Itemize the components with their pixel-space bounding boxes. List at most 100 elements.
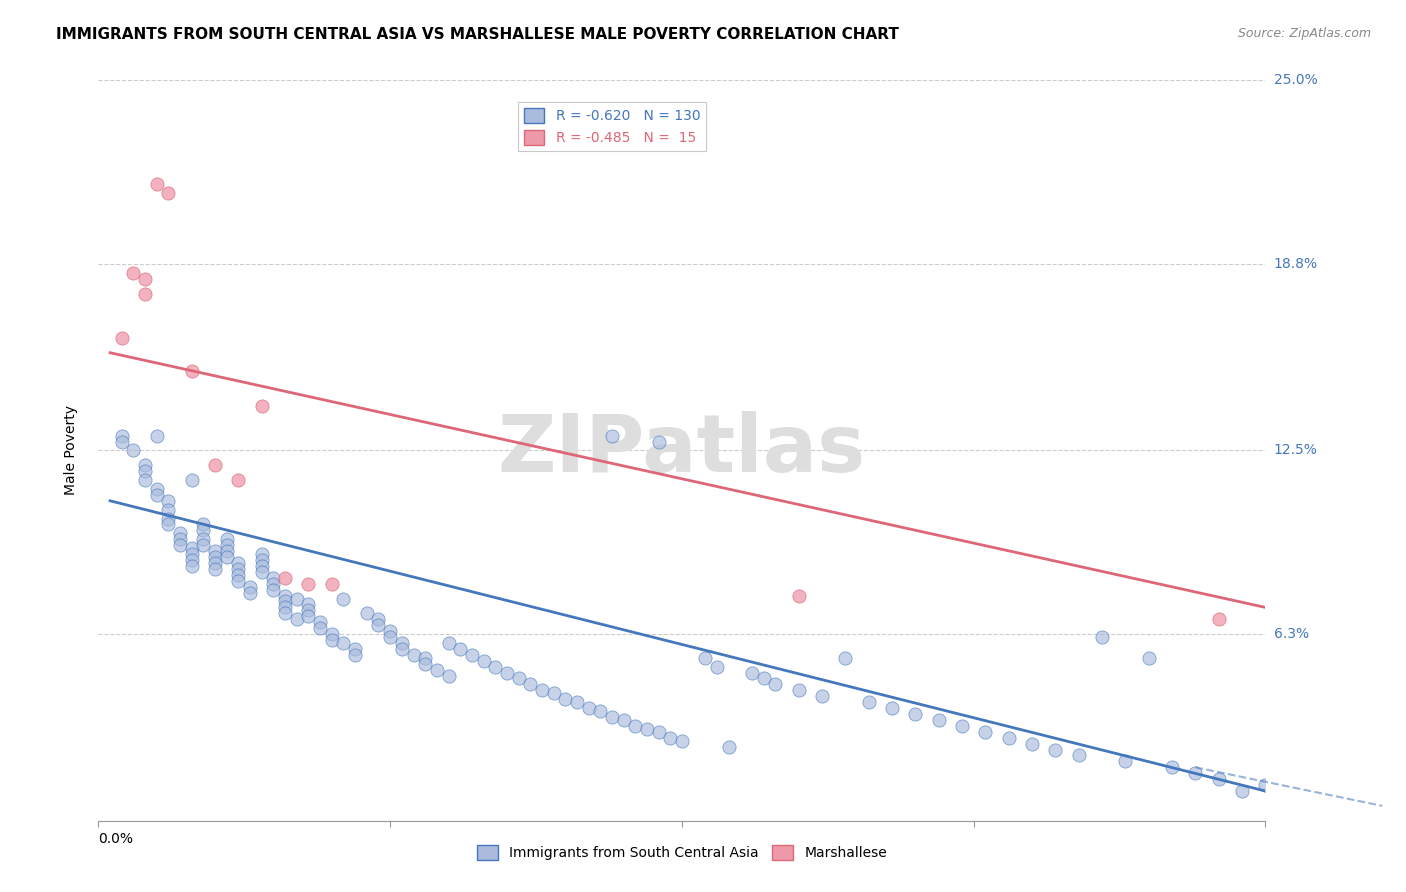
Point [285,591,308,606]
Point [437,636,460,650]
Point [204,550,226,565]
Point [332,636,354,650]
Point [169,533,191,547]
Point [1184,766,1206,780]
Point [380,624,402,639]
Point [180,558,202,573]
Point [146,428,169,442]
Point [215,550,238,565]
Point [157,517,180,532]
Point [997,731,1019,745]
Point [543,686,565,700]
Point [134,271,156,285]
Point [496,665,519,680]
Point [356,607,378,621]
Point [262,576,284,591]
Point [332,591,354,606]
Point [1208,772,1230,787]
Point [297,576,319,591]
Point [262,582,284,597]
Point [180,363,202,377]
Point [122,443,145,458]
Point [565,695,588,709]
Point [134,464,156,478]
Point [1254,778,1277,792]
Text: IMMIGRANTS FROM SOUTH CENTRAL ASIA VS MARSHALLESE MALE POVERTY CORRELATION CHART: IMMIGRANTS FROM SOUTH CENTRAL ASIA VS MA… [56,27,898,42]
Point [554,692,576,706]
Point [239,580,262,594]
Point [180,547,202,561]
Point [204,556,226,570]
Point [228,567,250,582]
Point [193,517,215,532]
Point [659,731,682,745]
Point [1208,612,1230,626]
Point [1045,742,1067,756]
Point [752,672,775,686]
Point [380,630,402,644]
Point [250,547,273,561]
Point [600,428,623,442]
Point [309,621,332,635]
Point [741,665,763,680]
Point [134,286,156,301]
Point [262,571,284,585]
Point [706,659,728,673]
Point [146,488,169,502]
Text: ZIPatlas: ZIPatlas [498,411,866,490]
Point [169,538,191,552]
Point [858,695,880,709]
Point [1114,755,1136,769]
Point [904,706,927,721]
Point [344,641,367,656]
Point [157,511,180,525]
Point [1091,630,1114,644]
Point [834,650,856,665]
Point [111,428,134,442]
Point [204,544,226,558]
Point [285,612,308,626]
Point [193,533,215,547]
Point [274,571,297,585]
Point [1230,784,1253,798]
Point [297,603,319,617]
Point [180,541,202,556]
Text: 6.3%: 6.3% [1274,627,1309,641]
Point [695,650,717,665]
Y-axis label: Male Poverty: Male Poverty [63,406,77,495]
Point [461,648,484,662]
Point [122,266,145,280]
Point [204,458,226,473]
Point [367,618,389,632]
Point [180,553,202,567]
Point [228,473,250,487]
Point [215,533,238,547]
Point [228,556,250,570]
Point [928,713,950,727]
Point [297,609,319,624]
Point [1161,760,1184,774]
Point [449,641,471,656]
Point [321,627,343,641]
Point [180,473,202,487]
Point [787,589,810,603]
Point [297,598,319,612]
Point [146,482,169,496]
Point [321,632,343,647]
Point [974,724,997,739]
Point [484,659,506,673]
Point [367,612,389,626]
Point [426,663,449,677]
Text: Source: ZipAtlas.com: Source: ZipAtlas.com [1237,27,1371,40]
Point [671,733,693,747]
Text: 25.0%: 25.0% [1274,73,1317,87]
Point [1137,650,1160,665]
Point [413,650,436,665]
Point [636,722,658,736]
Point [647,724,669,739]
Text: 18.8%: 18.8% [1274,257,1317,271]
Point [589,704,612,718]
Point [811,690,834,704]
Point [309,615,332,630]
Point [950,719,973,733]
